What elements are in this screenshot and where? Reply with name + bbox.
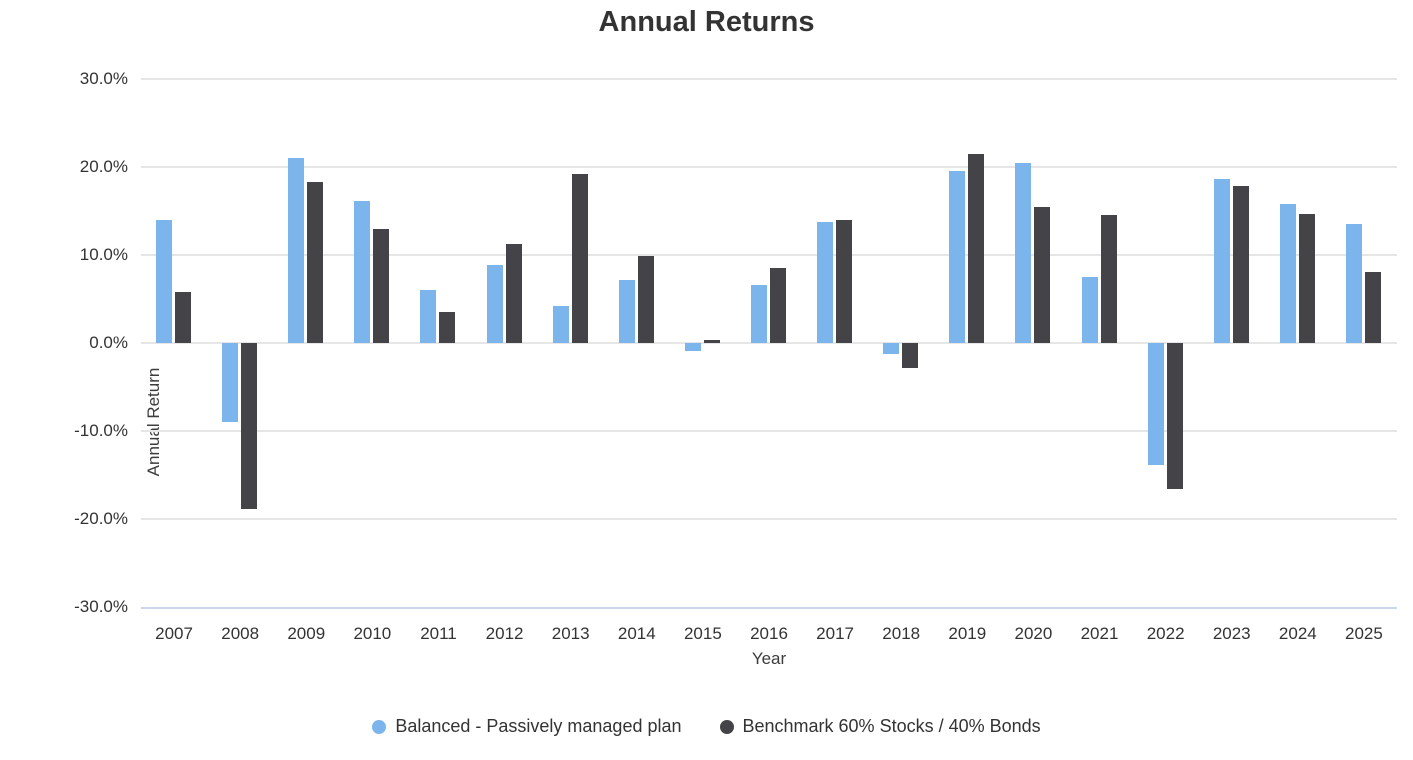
x-axis-title: Year	[751, 649, 787, 668]
bar-series1-2013[interactable]	[552, 306, 569, 343]
bar-series2-2008[interactable]	[241, 343, 258, 510]
bar-series2-2007[interactable]	[175, 291, 192, 343]
bar-series2-2012[interactable]	[505, 243, 522, 343]
bar-series2-2020[interactable]	[1034, 206, 1051, 343]
x-axis-tick-label-2025: 2025	[1345, 624, 1383, 643]
bar-series2-2016[interactable]	[770, 268, 786, 343]
x-axis-tick-label-2022: 2022	[1146, 624, 1185, 643]
bar-series2-2024[interactable]	[1298, 213, 1315, 343]
x-axis-tick-label-2017: 2017	[816, 624, 854, 643]
x-axis-tick-label-2008: 2008	[221, 624, 260, 643]
bar-series1-2021[interactable]	[1081, 277, 1098, 343]
bar-series1-2009[interactable]	[288, 158, 305, 343]
bar-series2-2023[interactable]	[1232, 186, 1249, 343]
bar-series2-2010[interactable]	[373, 229, 390, 343]
bar-series2-2025[interactable]	[1364, 271, 1381, 343]
bar-series2-2011[interactable]	[439, 312, 456, 343]
bar-series1-2020[interactable]	[1015, 162, 1032, 343]
y-axis-tick-label: 20.0%	[79, 157, 128, 176]
y-axis-tick-label: -20.0%	[74, 509, 128, 528]
bar-series1-2018[interactable]	[883, 343, 900, 354]
y-gridline	[141, 78, 1397, 80]
bar-series1-2011[interactable]	[420, 290, 437, 343]
y-axis-tick-label: -10.0%	[74, 421, 128, 440]
x-axis-tick-label-2024: 2024	[1278, 624, 1317, 643]
bar-series1-2014[interactable]	[618, 279, 635, 343]
legend-marker-circle-icon	[719, 719, 734, 734]
y-axis-tick-label: -30.0%	[74, 597, 128, 616]
legend-item-series2[interactable]: Benchmark 60% Stocks / 40% Bonds	[719, 716, 1041, 737]
x-axis-tick-label-2015: 2015	[683, 624, 722, 643]
plot-area: Annual Return	[141, 78, 1397, 609]
bar-series1-2022[interactable]	[1147, 343, 1164, 466]
x-axis-tick-label-2013: 2013	[551, 624, 590, 643]
bar-series1-2023[interactable]	[1213, 179, 1230, 343]
y-axis-tick-label: 10.0%	[79, 245, 128, 264]
bar-series2-2009[interactable]	[307, 181, 324, 343]
x-axis-tick-label-2010: 2010	[353, 624, 392, 643]
x-axis-tick-label-2019: 2019	[948, 624, 987, 643]
bar-series1-2007[interactable]	[156, 219, 173, 343]
bar-series1-2010[interactable]	[354, 201, 371, 343]
x-axis-tick-label-2014: 2014	[617, 624, 656, 643]
y-gridline	[141, 430, 1397, 432]
x-axis-tick-label-2012: 2012	[485, 624, 524, 643]
legend-item-label: Balanced - Passively managed plan	[395, 716, 682, 736]
y-gridline	[141, 166, 1397, 168]
bar-series2-2013[interactable]	[571, 174, 588, 343]
bar-series2-2015[interactable]	[703, 340, 720, 343]
x-axis-tick-label-2016: 2016	[750, 624, 788, 643]
x-axis-tick-label-2011: 2011	[420, 624, 457, 643]
legend-item-series1[interactable]: Balanced - Passively managed plan	[372, 716, 682, 737]
bar-series1-2008[interactable]	[222, 343, 239, 423]
y-gridline	[141, 518, 1397, 520]
bar-series2-2014[interactable]	[637, 255, 654, 343]
bar-series1-2025[interactable]	[1345, 224, 1362, 343]
bar-series1-2016[interactable]	[751, 284, 767, 343]
chart-title: Annual Returns	[598, 6, 815, 38]
bar-series2-2018[interactable]	[902, 343, 919, 368]
legend: Balanced - Passively managed plan Benchma…	[0, 716, 1413, 737]
y-gridline	[141, 342, 1397, 344]
x-axis-tick-label-2021: 2021	[1080, 624, 1119, 643]
bar-series2-2017[interactable]	[836, 219, 853, 343]
x-axis-tick-label-2020: 2020	[1014, 624, 1053, 643]
y-gridline	[141, 254, 1397, 256]
bar-series1-2012[interactable]	[486, 264, 503, 343]
legend-item-label: Benchmark 60% Stocks / 40% Bonds	[742, 716, 1041, 736]
x-axis-tick-label-2007: 2007	[155, 624, 193, 643]
bar-series2-2019[interactable]	[968, 153, 985, 343]
x-axis-tick-label-2009: 2009	[287, 624, 326, 643]
x-axis-tick-label-2018: 2018	[882, 624, 921, 643]
bar-series1-2015[interactable]	[684, 343, 701, 351]
bar-series2-2021[interactable]	[1100, 214, 1117, 343]
legend-marker-circle-icon	[372, 719, 387, 734]
bar-series2-2022[interactable]	[1166, 343, 1183, 490]
bar-series1-2019[interactable]	[949, 171, 966, 343]
bar-series1-2017[interactable]	[817, 222, 834, 343]
x-axis-tick-label-2023: 2023	[1212, 624, 1251, 643]
y-axis-tick-label: 30.0%	[79, 69, 128, 88]
bar-series1-2024[interactable]	[1279, 203, 1296, 343]
y-axis-tick-label: 0.0%	[89, 333, 128, 352]
